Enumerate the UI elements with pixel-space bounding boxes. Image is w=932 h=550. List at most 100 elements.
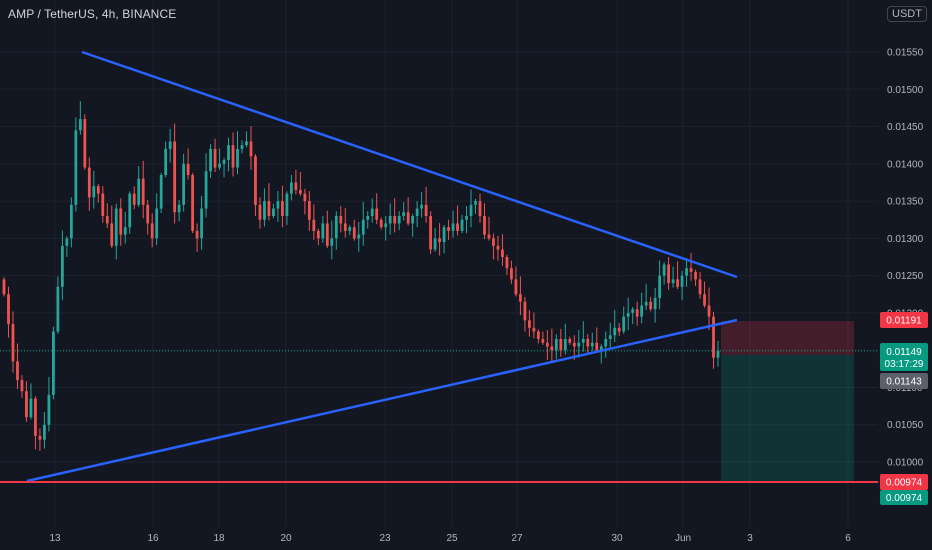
candle-body[interactable]	[631, 309, 635, 313]
candle-body[interactable]	[321, 223, 325, 239]
candle-body[interactable]	[155, 208, 159, 239]
candle-body[interactable]	[460, 219, 464, 231]
candle-body[interactable]	[662, 264, 666, 276]
candle-body[interactable]	[276, 201, 280, 209]
candle-body[interactable]	[56, 286, 60, 332]
candle-body[interactable]	[114, 208, 118, 246]
candle-body[interactable]	[492, 238, 495, 246]
candle-body[interactable]	[316, 230, 320, 239]
take-profit-zone[interactable]	[721, 355, 854, 482]
candle-body[interactable]	[595, 342, 599, 351]
symbol-title[interactable]: AMP / TetherUS, 4h, BINANCE	[8, 7, 177, 21]
candle-body[interactable]	[586, 339, 590, 347]
candle-body[interactable]	[29, 398, 33, 418]
candle-body[interactable]	[2, 279, 6, 295]
candle-body[interactable]	[218, 163, 221, 168]
candle-body[interactable]	[339, 216, 343, 224]
candle-body[interactable]	[298, 189, 302, 194]
candle-body[interactable]	[281, 201, 284, 216]
candle-body[interactable]	[474, 201, 477, 205]
candle-body[interactable]	[159, 175, 163, 209]
candle-body[interactable]	[703, 294, 706, 306]
candle-body[interactable]	[420, 204, 424, 209]
candle-body[interactable]	[173, 141, 177, 213]
lower-trendline[interactable]	[26, 318, 738, 483]
candle-body[interactable]	[74, 130, 78, 205]
candle-body[interactable]	[348, 227, 352, 231]
candle-body[interactable]	[469, 204, 473, 216]
candle-body[interactable]	[649, 301, 653, 310]
candle-body[interactable]	[16, 361, 19, 380]
candle-body[interactable]	[164, 148, 168, 175]
candle-body[interactable]	[501, 249, 504, 257]
candle-body[interactable]	[294, 182, 298, 190]
candle-body[interactable]	[433, 238, 437, 250]
candle-body[interactable]	[258, 204, 262, 220]
candle-body[interactable]	[227, 145, 230, 161]
candle-body[interactable]	[290, 182, 293, 194]
candle-body[interactable]	[101, 193, 105, 216]
candle-body[interactable]	[38, 435, 42, 440]
candle-body[interactable]	[510, 268, 513, 280]
candle-body[interactable]	[69, 204, 73, 239]
candle-body[interactable]	[204, 171, 208, 209]
candle-body[interactable]	[123, 227, 127, 235]
candle-body[interactable]	[658, 275, 662, 298]
candle-body[interactable]	[478, 201, 482, 216]
candle-body[interactable]	[689, 268, 693, 272]
candle-body[interactable]	[384, 223, 388, 228]
candle-body[interactable]	[707, 305, 711, 317]
candle-body[interactable]	[7, 294, 10, 325]
candle-body[interactable]	[671, 279, 675, 284]
candle-body[interactable]	[343, 223, 347, 231]
candle-body[interactable]	[105, 216, 109, 224]
candle-body[interactable]	[456, 223, 459, 231]
candle-body[interactable]	[397, 216, 401, 224]
candle-body[interactable]	[128, 193, 132, 228]
candle-body[interactable]	[635, 309, 639, 317]
candle-body[interactable]	[550, 346, 554, 351]
stop-loss-zone[interactable]	[721, 321, 854, 355]
candle-body[interactable]	[92, 186, 96, 198]
candle-body[interactable]	[213, 148, 217, 168]
candle-body[interactable]	[640, 305, 644, 317]
candle-body[interactable]	[617, 327, 621, 332]
candle-body[interactable]	[83, 119, 87, 168]
candle-body[interactable]	[608, 335, 612, 339]
candle-body[interactable]	[52, 331, 55, 395]
candle-body[interactable]	[563, 339, 567, 351]
candle-body[interactable]	[523, 301, 527, 321]
candle-body[interactable]	[209, 148, 212, 172]
candle-body[interactable]	[447, 227, 450, 231]
candle-body[interactable]	[694, 271, 697, 280]
candle-body[interactable]	[43, 424, 46, 440]
candle-body[interactable]	[25, 391, 28, 418]
candle-body[interactable]	[388, 216, 392, 224]
candle-body[interactable]	[267, 201, 271, 216]
candle-body[interactable]	[519, 294, 522, 302]
candle-body[interactable]	[415, 208, 419, 216]
candle-body[interactable]	[393, 216, 397, 224]
candle-body[interactable]	[78, 119, 82, 131]
candle-body[interactable]	[191, 175, 194, 231]
candle-body[interactable]	[325, 223, 329, 246]
candle-body[interactable]	[438, 238, 441, 243]
candle-body[interactable]	[577, 342, 581, 347]
candle-body[interactable]	[554, 339, 558, 351]
candle-body[interactable]	[532, 327, 536, 332]
candle-body[interactable]	[334, 216, 338, 239]
candle-body[interactable]	[254, 156, 257, 205]
candle-body[interactable]	[411, 216, 415, 224]
candle-body[interactable]	[285, 193, 289, 216]
candle-body[interactable]	[231, 145, 235, 168]
candle-body[interactable]	[599, 346, 603, 351]
candle-body[interactable]	[644, 301, 648, 306]
candle-body[interactable]	[712, 316, 715, 358]
candle-body[interactable]	[236, 148, 239, 168]
candle-body[interactable]	[559, 339, 563, 351]
candle-body[interactable]	[65, 238, 69, 246]
candle-body[interactable]	[47, 394, 51, 425]
candle-body[interactable]	[483, 216, 486, 235]
candle-body[interactable]	[514, 279, 518, 295]
